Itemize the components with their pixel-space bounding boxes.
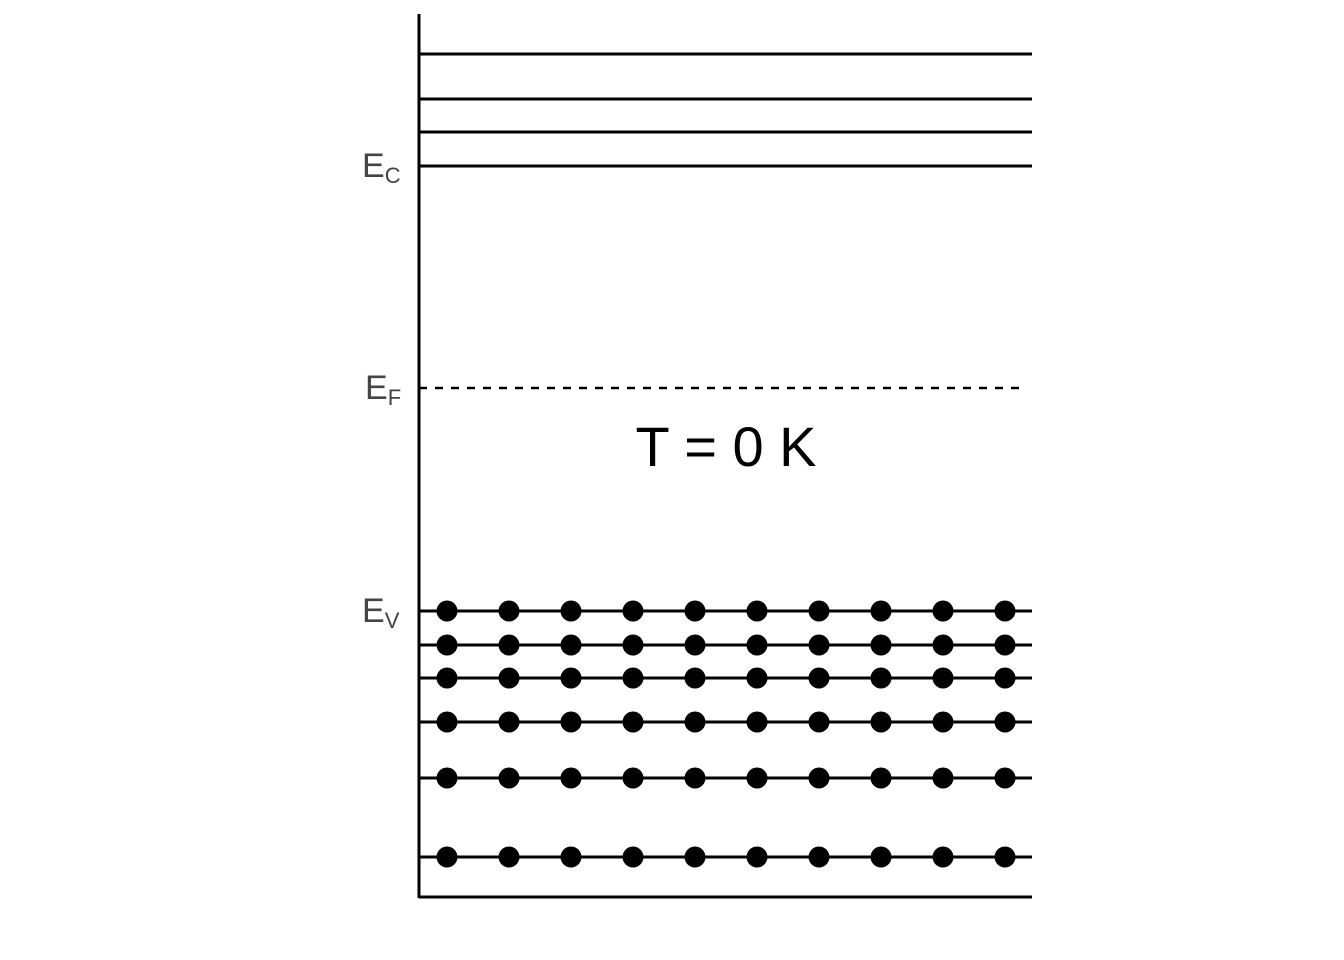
electron-dot [436, 846, 458, 868]
electron-dot [498, 711, 520, 733]
conduction-label-sub: C [385, 163, 401, 188]
electron-dot [870, 600, 892, 622]
electron-dot [622, 634, 644, 656]
electron-dot [560, 600, 582, 622]
conduction-label-main: E [362, 147, 385, 185]
electron-dot [932, 634, 954, 656]
electron-dot [684, 634, 706, 656]
fermi-label-sub: F [388, 385, 401, 410]
electron-dot [560, 767, 582, 789]
electron-dot [436, 634, 458, 656]
conduction-band [419, 52, 1032, 168]
electron-dot [808, 767, 830, 789]
valence-label-main: E [362, 592, 385, 630]
electron-dot [498, 600, 520, 622]
electron-dot [746, 711, 768, 733]
electron-dot [870, 767, 892, 789]
electron-dot [746, 634, 768, 656]
electron-dot [684, 667, 706, 689]
electron-dot [622, 667, 644, 689]
electron-dot [436, 600, 458, 622]
electron-dot [994, 711, 1016, 733]
electron-dot [994, 600, 1016, 622]
electron-dot [684, 846, 706, 868]
valence-band-label: EV [362, 592, 400, 633]
fermi-level-label: EF [365, 369, 401, 410]
electron-dot [622, 711, 644, 733]
valence-label-sub: V [385, 608, 400, 633]
electron-dot [808, 600, 830, 622]
electron-dot [436, 767, 458, 789]
electron-dot [498, 846, 520, 868]
electron-dot [746, 600, 768, 622]
electron-dot [808, 711, 830, 733]
electron-dot [994, 667, 1016, 689]
electron-dot [808, 667, 830, 689]
electron-dot [932, 846, 954, 868]
electron-dot [560, 846, 582, 868]
electron-dot [870, 711, 892, 733]
electron-dot [932, 767, 954, 789]
electron-dot [994, 767, 1016, 789]
electron-dot [932, 667, 954, 689]
electron-dot [746, 767, 768, 789]
conduction-band-label: EC [362, 147, 401, 188]
electron-dot [684, 711, 706, 733]
electron-dot [932, 711, 954, 733]
electron-dot [870, 846, 892, 868]
electron-dot [436, 711, 458, 733]
electron-dot [498, 634, 520, 656]
electron-dot [994, 634, 1016, 656]
temperature-label: T = 0 K [635, 415, 816, 478]
electron-dot [498, 767, 520, 789]
electron-dot [560, 711, 582, 733]
electron-dot [684, 600, 706, 622]
electron-dot [436, 667, 458, 689]
electron-dot [808, 634, 830, 656]
electron-dot [932, 600, 954, 622]
electron-dot [746, 667, 768, 689]
electron-dot [622, 600, 644, 622]
electron-dot [622, 846, 644, 868]
electron-dot [560, 667, 582, 689]
electron-dot [870, 634, 892, 656]
electron-dot [498, 667, 520, 689]
fermi-label-main: E [365, 369, 388, 407]
electron-dot [684, 767, 706, 789]
electron-dot [560, 634, 582, 656]
electron-dot [622, 767, 644, 789]
electron-dot [808, 846, 830, 868]
electron-dot [870, 667, 892, 689]
electron-dot [746, 846, 768, 868]
valence-band [419, 600, 1032, 868]
electron-dot [994, 846, 1016, 868]
